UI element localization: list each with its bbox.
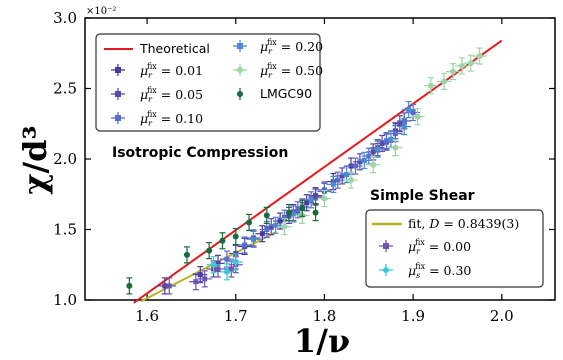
point-r-fix-0-00 xyxy=(162,277,177,295)
point-r-fix-0-50 xyxy=(344,171,359,189)
legend-marker-mu000 xyxy=(379,240,393,252)
legend-label-mu020: μrfix = 0.20 xyxy=(260,38,323,56)
legend-label-lmgc90: LMGC90 xyxy=(260,86,312,101)
point-r-fix-0-10 xyxy=(330,171,345,189)
point-lmgc90 xyxy=(206,242,213,260)
points-layer xyxy=(126,47,487,295)
point-r-fix-0-10 xyxy=(259,220,274,239)
x-axis-label: 1/ν xyxy=(294,322,350,360)
point-lmgc90 xyxy=(219,232,226,250)
point-r-fix-0-20 xyxy=(401,101,416,119)
point-lmgc90 xyxy=(126,277,133,295)
line-theoretical xyxy=(133,39,503,304)
legend-marker-mu020 xyxy=(233,40,247,52)
legend-bottom-frame xyxy=(365,209,544,288)
x-tick-label: 1.9 xyxy=(401,307,425,325)
point-r-fix-0-50 xyxy=(454,57,469,75)
point-s-fix-0-30 xyxy=(206,256,221,274)
point-r-fix-0-50 xyxy=(463,54,478,72)
legend-label-mus030: μsfix = 0.30 xyxy=(408,262,471,280)
legend-marker-mu005 xyxy=(111,88,125,100)
legend-marker-mu010 xyxy=(111,112,125,124)
point-r-fix-0-20 xyxy=(370,140,385,158)
point-r-fix-0-20 xyxy=(268,216,283,234)
point-r-fix-0-10 xyxy=(237,236,252,254)
y-axis-label: χ/d³ xyxy=(16,125,54,194)
point-s-fix-0-30 xyxy=(228,253,243,271)
legend-marker-mus030 xyxy=(379,264,393,276)
x-tick-label: 1.8 xyxy=(313,307,337,325)
legend-fit-label: fit, D = 0.8439(3) xyxy=(408,216,519,231)
y-tick-label: 1.5 xyxy=(53,221,77,239)
point-lmgc90 xyxy=(312,203,319,222)
point-r-fix-0-50 xyxy=(366,156,381,174)
legend-label-mu001: μrfix = 0.01 xyxy=(140,62,203,80)
legend-label-mu010: μrfix = 0.10 xyxy=(140,110,203,128)
point-r-fix-0-20 xyxy=(397,117,412,136)
legend-marker-lmgc90 xyxy=(237,88,243,100)
point-r-fix-0-50 xyxy=(437,72,452,91)
legend-label-mu050: μrfix = 0.50 xyxy=(260,62,323,80)
ticks-layer: 1.6 1.7 1.8 1.9 2.0 1.0 1.5 2.0 2.5 3.0 xyxy=(53,9,555,325)
point-r-fix-0-50 xyxy=(410,108,425,126)
point-lmgc90 xyxy=(285,203,292,222)
point-r-fix-0-20 xyxy=(326,175,341,193)
point-r-fix-0-20 xyxy=(246,230,261,248)
point-lmgc90 xyxy=(232,227,239,246)
point-lmgc90 xyxy=(263,206,270,224)
point-r-fix-0-20 xyxy=(357,151,372,170)
legend-label-mu000: μrfix = 0.00 xyxy=(408,238,471,256)
legend-top-frame xyxy=(95,33,321,132)
legend-bottom: fit, D = 0.8439(3) μrfix = 0.00 μsfix = … xyxy=(365,209,544,288)
point-lmgc90 xyxy=(299,199,306,217)
point-r-fix-0-00 xyxy=(197,270,212,288)
point-r-fix-0-50 xyxy=(446,62,461,81)
annotation-simple-shear: Simple Shear xyxy=(370,188,475,204)
point-r-fix-0-50 xyxy=(472,47,487,65)
y-tick-label: 2.5 xyxy=(53,80,77,98)
annotation-isotropic: Isotropic Compression xyxy=(112,145,288,161)
point-r-fix-0-50 xyxy=(423,77,438,95)
point-lmgc90 xyxy=(246,213,253,232)
point-lmgc90 xyxy=(183,246,190,264)
x-tick-label: 1.7 xyxy=(224,307,248,325)
point-r-fix-0-00 xyxy=(188,273,203,291)
x-tick-label: 2.0 xyxy=(490,307,514,325)
point-s-fix-0-30 xyxy=(219,263,234,281)
y-tick-label: 3.0 xyxy=(53,9,77,27)
x-tick-label: 1.6 xyxy=(135,307,159,325)
y-tick-label: 1.0 xyxy=(53,291,77,309)
point-r-fix-0-50 xyxy=(277,218,292,236)
legend-top: Theoretical μrfix = 0.01 μrfix = 0.05 μr… xyxy=(95,33,323,132)
point-r-fix-0-20 xyxy=(304,191,319,209)
y-tick-label: 2.0 xyxy=(53,150,77,168)
point-r-fix-0-50 xyxy=(317,189,332,208)
point-r-fix-0-50 xyxy=(388,139,403,157)
legend-marker-mu050 xyxy=(233,64,247,76)
legend-theoretical-label: Theoretical xyxy=(139,41,210,56)
legend-marker-mu001 xyxy=(111,64,125,76)
legend-label-mu005: μrfix = 0.05 xyxy=(140,86,203,104)
y-multiplier: ×10⁻² xyxy=(86,6,116,17)
